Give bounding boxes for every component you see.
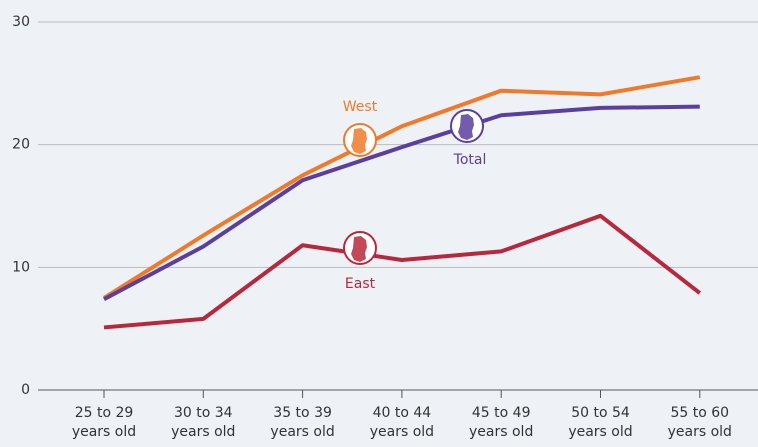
region-shape <box>458 114 474 140</box>
x-tick-label: 40 to 44 years old <box>369 405 435 440</box>
y-tick-label: 10 <box>12 259 30 275</box>
region-shape <box>351 236 367 262</box>
x-tick-label: 35 to 39 years old <box>270 405 335 440</box>
x-tick-label: 55 to 60 years old <box>667 405 732 440</box>
line <box>103 213 702 330</box>
line <box>103 104 700 301</box>
y-tick-label: 0 <box>21 382 30 398</box>
x-tick-label: 30 to 34 years old <box>171 405 236 440</box>
y-tick-label: 30 <box>12 14 30 30</box>
series-label: West <box>343 99 378 115</box>
series-label: Total <box>453 152 487 168</box>
y-tick-label: 20 <box>12 137 30 153</box>
region-shape <box>351 128 367 154</box>
x-tick-label: 45 to 49 years old <box>469 405 534 440</box>
line <box>102 75 701 300</box>
series-label: East <box>345 276 376 292</box>
x-tick-label: 50 to 54 years old <box>568 405 633 440</box>
x-tick-label: 25 to 29 years old <box>71 405 137 440</box>
